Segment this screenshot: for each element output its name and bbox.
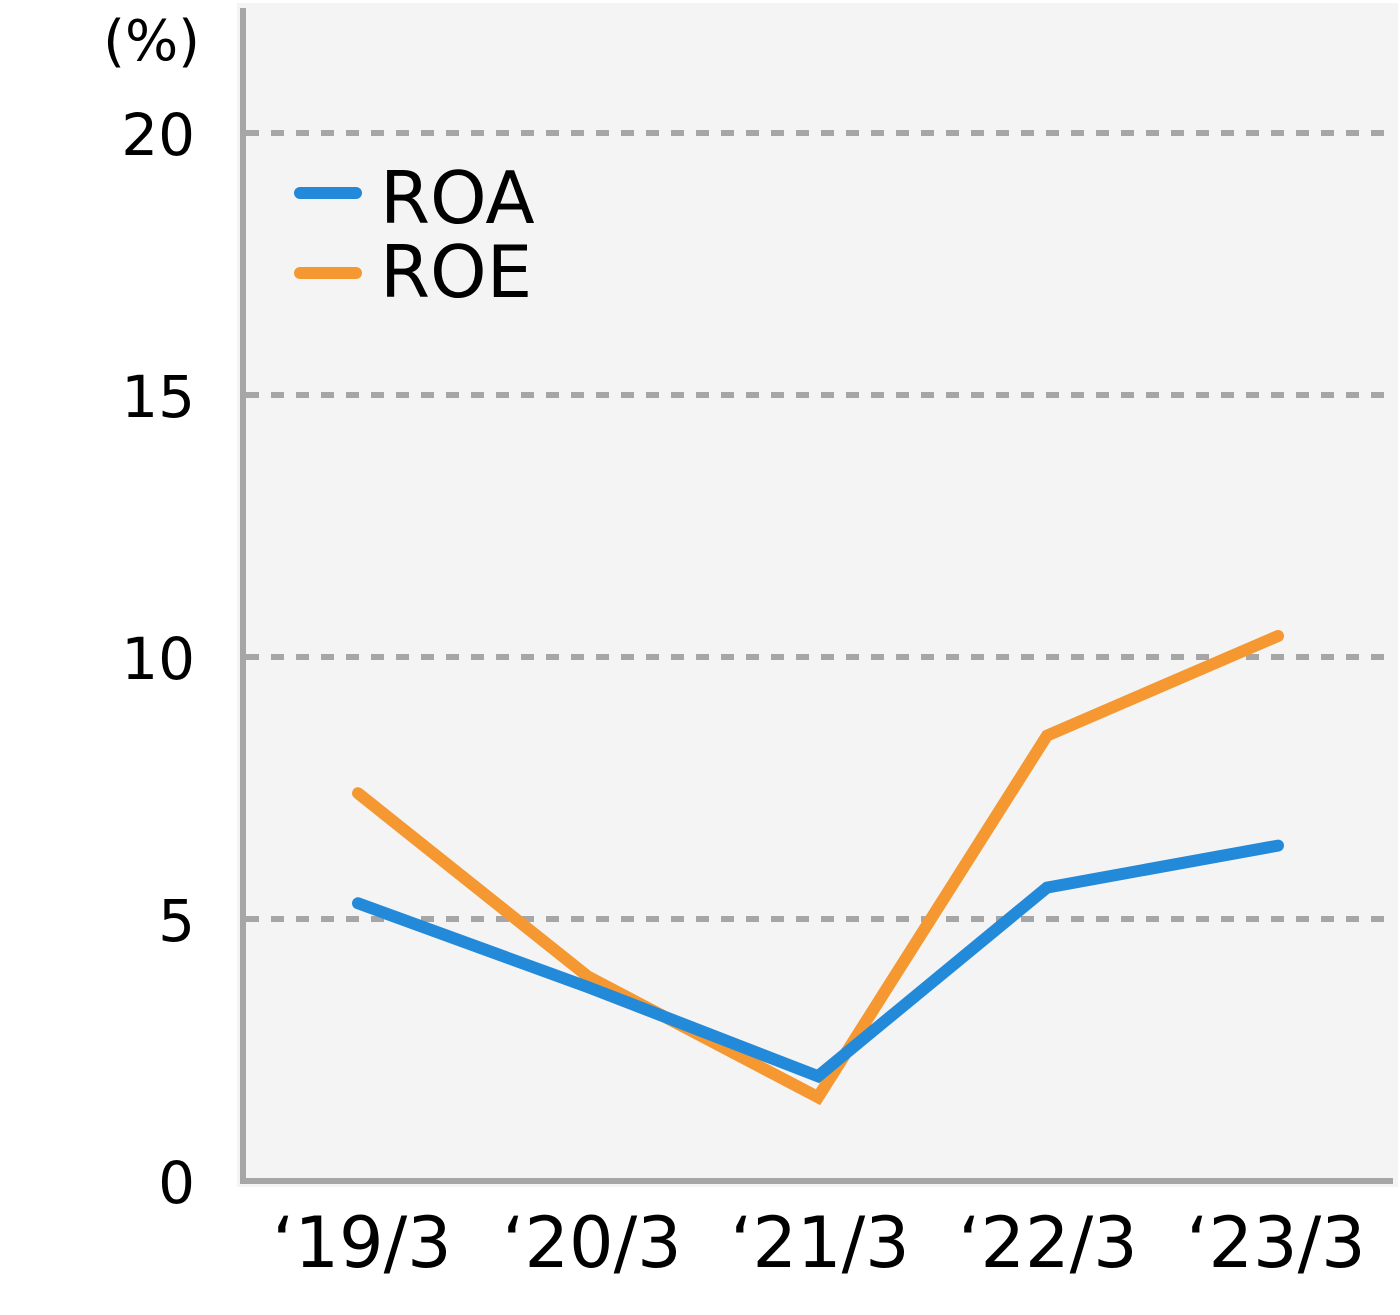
x-tick-label: ‘21/3 — [730, 1202, 909, 1284]
y-axis-unit-label: (%) — [103, 9, 200, 74]
y-tick-label: 15 — [121, 363, 195, 431]
y-tick-label: 0 — [158, 1149, 195, 1217]
y-tick-label: 20 — [121, 101, 195, 169]
gridlines — [246, 130, 1396, 922]
x-tick-label: ‘20/3 — [502, 1202, 681, 1284]
x-tick-label: ‘19/3 — [272, 1202, 451, 1284]
legend: ROA ROE — [294, 156, 535, 314]
y-tick-labels: 0 5 10 15 20 — [121, 101, 195, 1217]
plot-area — [237, 3, 1398, 1187]
x-tick-labels: ‘19/3 ‘20/3 ‘21/3 ‘22/3 ‘23/3 — [272, 1202, 1365, 1284]
series-lines — [352, 630, 1284, 1106]
series-line-roe — [352, 630, 1284, 1106]
legend-label-roe: ROE — [380, 230, 532, 314]
y-tick-label: 10 — [121, 625, 195, 693]
x-tick-label: ‘22/3 — [958, 1202, 1137, 1284]
y-tick-label: 5 — [158, 887, 195, 955]
legend-label-roa: ROA — [380, 156, 535, 240]
series-line-roa — [352, 839, 1284, 1084]
x-tick-label: ‘23/3 — [1186, 1202, 1365, 1284]
